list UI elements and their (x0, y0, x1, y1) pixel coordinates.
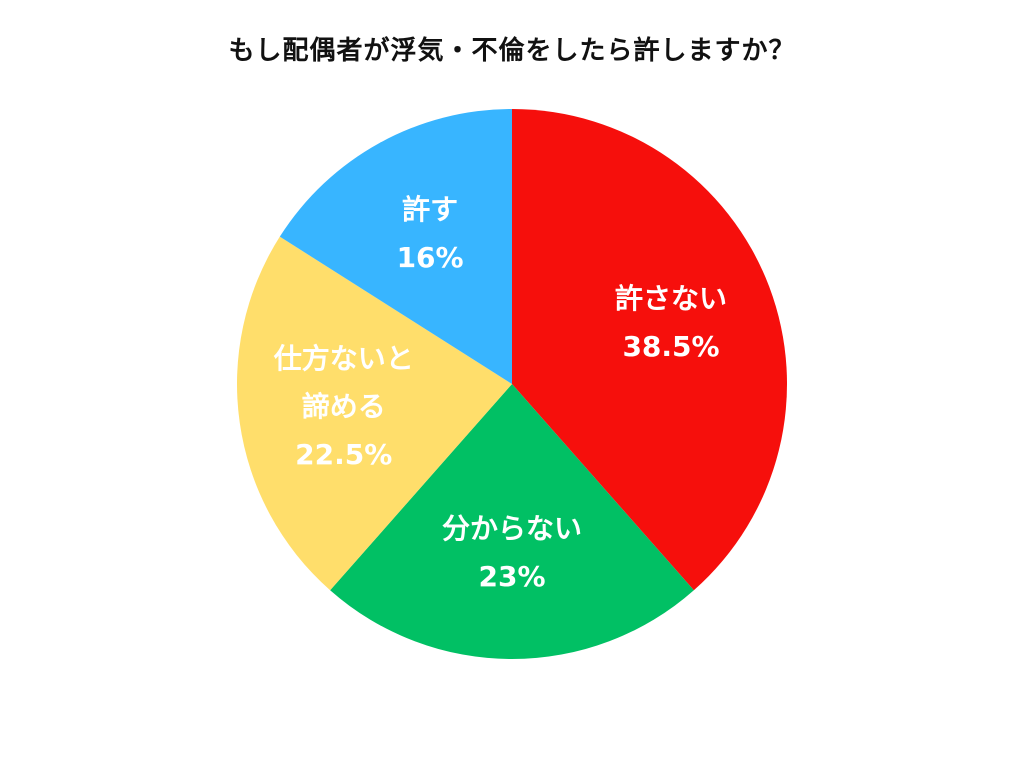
pie-slices (237, 108, 787, 660)
chart-title: もし配偶者が浮気・不倫をしたら許しますか？ (228, 36, 796, 66)
slice-1-wedge (512, 109, 787, 591)
slice-4-category-label: 許す (402, 193, 458, 226)
slice-4-value-label: 16% (397, 241, 464, 274)
slice-1-label: 許さない 38.5% (615, 282, 727, 363)
slice-1-value-label: 38.5% (622, 330, 719, 363)
slice-3-category-label: 仕方ないと (273, 342, 414, 375)
slice-3-value-label: 22.5% (295, 438, 392, 471)
slice-1-category-label: 許さない (615, 282, 727, 315)
slice-2-wedge (330, 384, 694, 660)
slice-2-value-label: 23% (478, 560, 545, 593)
slice-3-category-label: 諦める (302, 390, 386, 423)
slice-3-wedge (237, 236, 512, 591)
slice-4-wedge (279, 108, 512, 385)
slice-4-label: 許す 16% (397, 193, 464, 274)
slice-2-category-label: 分からない (442, 512, 582, 545)
slice-2-label: 分からない 23% (442, 512, 582, 593)
